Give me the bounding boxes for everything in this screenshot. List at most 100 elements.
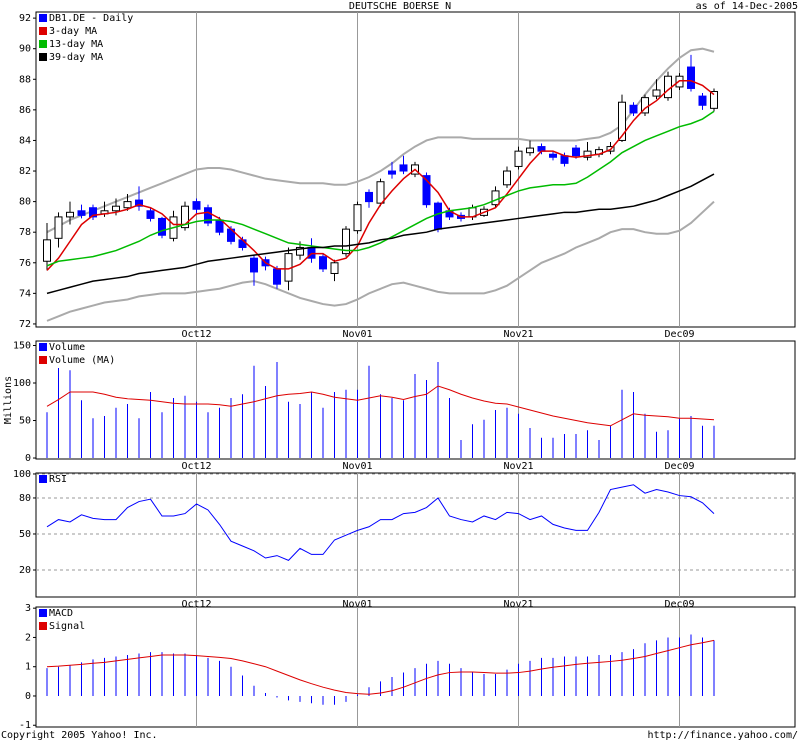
y-tick-label: 88: [19, 74, 31, 85]
candle-body: [652, 89, 661, 97]
x-tick-label: Nov01: [342, 329, 372, 340]
y-tick-label: 92: [19, 13, 31, 24]
y-tick-label: 3: [25, 603, 31, 614]
panel-frame: [35, 606, 796, 728]
candle-body: [43, 239, 51, 262]
legend-label: MACD: [49, 608, 73, 619]
y-tick-label: 76: [19, 258, 31, 269]
series-line: [46, 484, 715, 561]
panel-frame: [35, 472, 796, 598]
series-line: [46, 173, 715, 295]
candle-body: [250, 257, 258, 273]
y-tick-label: 100: [13, 378, 31, 389]
y-tick-label: 80: [19, 493, 31, 504]
candle-body: [698, 95, 707, 106]
candle-body: [560, 155, 569, 164]
candle-body: [422, 175, 431, 206]
legend-swatch: [39, 27, 47, 35]
legend-swatch: [39, 356, 47, 364]
candle-body: [342, 228, 350, 255]
y-tick-label: 2: [25, 632, 31, 643]
x-tick-label: Oct12: [181, 329, 211, 340]
x-tick-label: Nov21: [503, 461, 533, 472]
y-tick-label: 90: [19, 44, 31, 55]
legend-label: Signal: [49, 621, 85, 632]
candle-body: [112, 205, 120, 212]
x-tick-label: Nov01: [342, 461, 372, 472]
legend-label: 39-day MA: [49, 52, 103, 63]
footer-right: http://finance.yahoo.com/: [647, 730, 798, 741]
x-tick-label: Oct12: [181, 599, 211, 610]
y-tick-label: 80: [19, 197, 31, 208]
x-tick-label: Nov21: [503, 599, 533, 610]
chart-title: DEUTSCHE BOERSE N: [349, 1, 451, 12]
y-tick-label: 1: [25, 662, 31, 673]
legend-swatch: [39, 475, 47, 483]
candle-body: [319, 256, 327, 270]
legend-label: RSI: [49, 474, 67, 485]
candle-body: [158, 217, 166, 236]
candle-body: [353, 204, 362, 232]
legend-label: Volume (MA): [49, 355, 115, 366]
candle-body: [583, 150, 592, 158]
series-line: [46, 385, 715, 427]
chart-subtitle: as of 14-Dec-2005: [696, 1, 798, 12]
candle-body: [572, 147, 580, 157]
candle-body: [330, 262, 339, 274]
candle-body: [273, 268, 281, 285]
band-upper: [46, 47, 715, 234]
y-tick-label: 84: [19, 135, 31, 146]
x-tick-label: Nov01: [342, 599, 372, 610]
candle-body: [618, 101, 626, 141]
candle-body: [89, 207, 97, 218]
candle-body: [399, 164, 408, 172]
candle-body: [549, 153, 557, 158]
y-tick-label: 50: [19, 416, 31, 427]
y-tick-label: 0: [25, 453, 31, 464]
x-tick-label: Nov21: [503, 329, 533, 340]
series-line: [46, 110, 715, 267]
candle-body: [491, 190, 500, 206]
candle-body: [629, 104, 638, 114]
candle-body: [192, 201, 201, 210]
legend-swatch: [39, 343, 47, 351]
legend-swatch: [39, 14, 47, 22]
legend-label: DB1.DE - Daily: [49, 13, 133, 24]
y-tick-label: -1: [19, 720, 31, 731]
band-lower: [46, 200, 715, 322]
y-tick-label: 72: [19, 319, 31, 330]
legend-label: Volume: [49, 342, 85, 353]
candle-body: [376, 181, 385, 204]
series-line: [46, 80, 715, 271]
candle-body: [181, 205, 189, 229]
series-line: [46, 639, 715, 695]
candle-body: [146, 210, 155, 219]
candle-body: [434, 202, 442, 230]
y-tick-label: 82: [19, 166, 31, 177]
candle-body: [204, 207, 212, 224]
y-axis-label: Millions: [3, 376, 14, 424]
legend-label: 3-day MA: [49, 26, 97, 37]
legend-swatch: [39, 609, 47, 617]
candle-body: [238, 239, 247, 248]
x-tick-label: Oct12: [181, 461, 211, 472]
candle-body: [503, 170, 511, 186]
y-tick-label: 50: [19, 529, 31, 540]
x-tick-label: Dec09: [664, 329, 694, 340]
candle-body: [514, 150, 523, 167]
candle-body: [365, 191, 373, 203]
y-tick-label: 100: [13, 469, 31, 480]
candle-body: [687, 66, 695, 89]
y-tick-label: 150: [13, 341, 31, 352]
y-tick-label: 20: [19, 565, 31, 576]
candle-body: [710, 91, 718, 109]
candle-body: [123, 201, 132, 209]
candle-body: [66, 211, 74, 218]
candle-body: [296, 246, 304, 256]
x-tick-label: Dec09: [664, 461, 694, 472]
y-tick-label: 74: [19, 288, 31, 299]
candle-body: [135, 199, 143, 207]
y-tick-label: 0: [25, 691, 31, 702]
y-tick-label: 78: [19, 227, 31, 238]
